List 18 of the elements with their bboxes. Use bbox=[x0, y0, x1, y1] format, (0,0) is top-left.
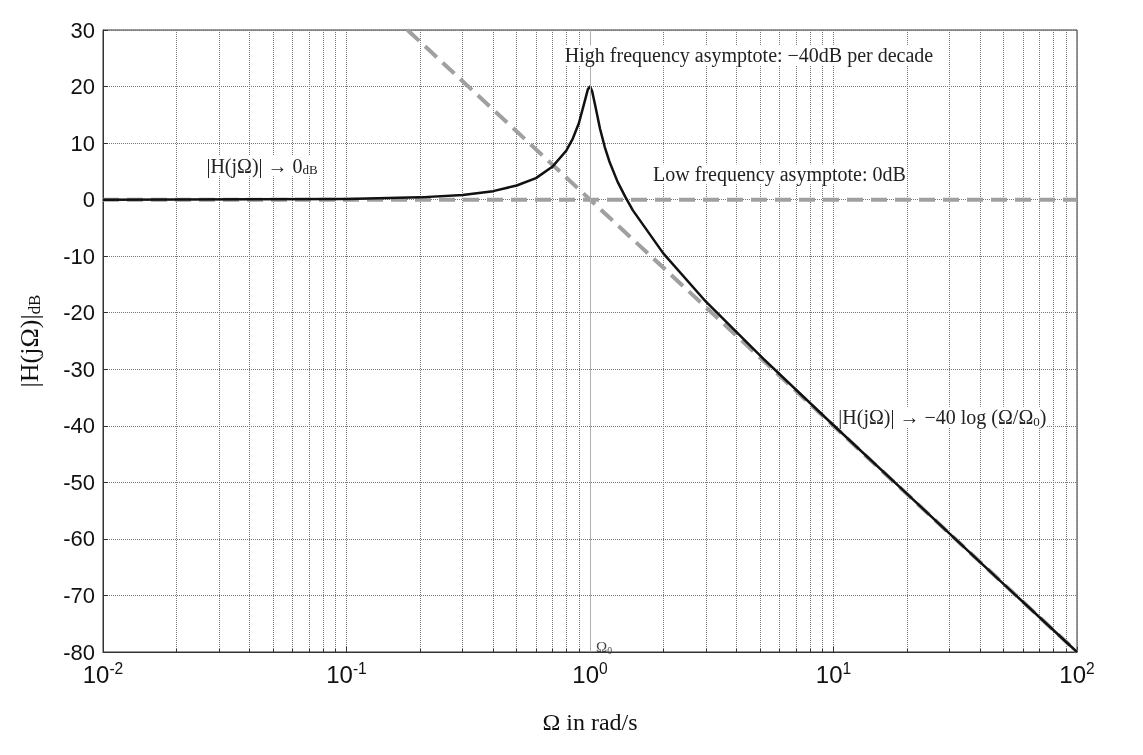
y-tick-label: 30 bbox=[70, 17, 95, 43]
annotation: Low frequency asymptote: 0dB bbox=[653, 163, 906, 187]
y-axis-title: |H(jΩ)|dB bbox=[14, 294, 44, 388]
y-tick-label: -80 bbox=[63, 639, 95, 665]
x-axis-title: Ω in rad/s bbox=[542, 709, 638, 735]
annotation: |H(jΩ)| → −40 log (Ω/Ω0) bbox=[838, 406, 1047, 430]
y-tick-label: -50 bbox=[63, 469, 95, 495]
annotation: |H(jΩ)| → 0dB bbox=[206, 154, 319, 178]
y-tick-label: -10 bbox=[63, 243, 95, 269]
y-tick-label: 0 bbox=[82, 187, 95, 213]
y-tick-label: 20 bbox=[70, 74, 95, 100]
y-tick-label: -40 bbox=[63, 413, 95, 439]
y-tick-label: -60 bbox=[63, 526, 95, 552]
y-tick-label: -30 bbox=[63, 356, 95, 382]
y-tick-label: -20 bbox=[63, 300, 95, 326]
y-tick-label: 10 bbox=[70, 130, 95, 156]
y-tick-label: -70 bbox=[63, 582, 95, 608]
annotation: High frequency asymptote: −40dB per decade bbox=[564, 44, 934, 68]
